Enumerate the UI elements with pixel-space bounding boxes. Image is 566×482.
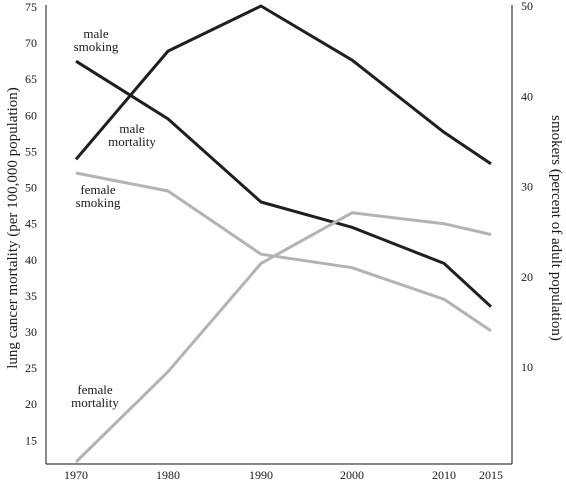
annotation-female-smoking: female smoking (76, 182, 121, 210)
series-lines (74, 4, 493, 464)
annotation-female-mortality: female mortality (71, 382, 119, 410)
series-line-female-mortality (74, 211, 492, 464)
right-tick-label: 50 (521, 0, 533, 13)
series-annotations: male smoking male mortality female smoking fem… (71, 26, 156, 410)
right-tick-label: 10 (521, 360, 533, 374)
x-tick-label: 1970 (64, 468, 88, 482)
right-tick-label: 20 (521, 270, 533, 284)
series-line-female-smoking (75, 171, 492, 333)
left-tick-label: 25 (25, 361, 37, 375)
left-tick-label: 50 (25, 181, 37, 195)
right-tick-label: 40 (521, 89, 533, 103)
left-tick-label: 35 (25, 289, 37, 303)
left-tick-label: 30 (25, 325, 37, 339)
axes: 15 20 25 30 35 40 45 50 55 60 65 70 75 10 20 30 40 50 1970… (25, 0, 533, 482)
right-axis-title: smokers (percent of adult population) (548, 115, 564, 341)
left-tick-label: 70 (25, 36, 37, 50)
left-tick-label: 40 (25, 253, 37, 267)
annotation-male-mortality: male mortality (108, 121, 156, 149)
annotation-male-smoking: male smoking (74, 26, 119, 54)
left-tick-label: 75 (25, 0, 37, 14)
x-tick-label: 2000 (340, 468, 364, 482)
left-tick-label: 15 (25, 433, 37, 447)
right-tick-label: 30 (521, 180, 533, 194)
x-tick-label: 1980 (156, 468, 180, 482)
series-line-male-smoking (74, 4, 492, 166)
left-tick-label: 65 (25, 72, 37, 86)
left-axis-title: lung cancer mortality (per 100,000 popul… (5, 87, 21, 369)
x-tick-label: 2015 (479, 468, 503, 482)
left-tick-label: 55 (25, 144, 37, 158)
x-tick-label: 2010 (432, 468, 456, 482)
left-tick-label: 45 (25, 217, 37, 231)
series-line-male-mortality (75, 59, 493, 308)
left-tick-label: 60 (25, 108, 37, 122)
left-tick-label: 20 (25, 397, 37, 411)
x-tick-label: 1990 (249, 468, 273, 482)
